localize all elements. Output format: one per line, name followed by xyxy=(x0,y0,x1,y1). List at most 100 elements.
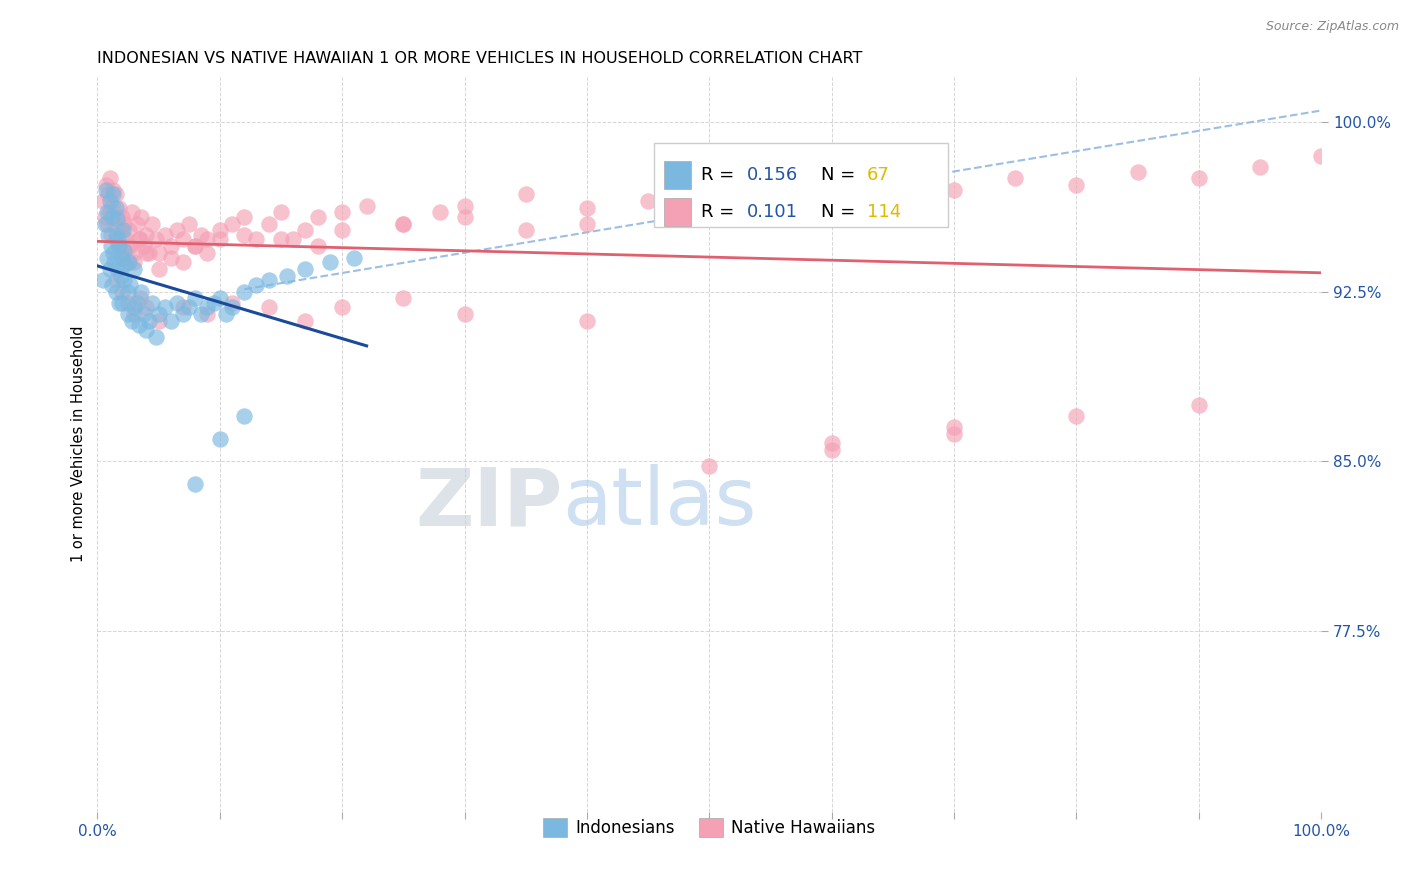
Point xyxy=(117,285,139,299)
Point xyxy=(330,301,353,315)
Point xyxy=(190,307,212,321)
Point xyxy=(96,217,118,231)
Point xyxy=(429,205,451,219)
Point xyxy=(392,217,415,231)
Point xyxy=(135,246,157,260)
Point xyxy=(125,295,148,310)
Point xyxy=(1126,164,1149,178)
Point xyxy=(330,223,353,237)
Point xyxy=(128,318,150,333)
Point xyxy=(882,194,904,208)
Point xyxy=(821,436,844,450)
Point xyxy=(125,217,148,231)
Point xyxy=(172,232,194,246)
Text: ZIP: ZIP xyxy=(415,464,562,542)
Point xyxy=(111,285,134,299)
Point xyxy=(138,246,160,260)
Point xyxy=(122,307,145,321)
Point xyxy=(108,295,131,310)
Point xyxy=(94,178,117,193)
Point xyxy=(294,261,316,276)
Point xyxy=(138,314,160,328)
Point xyxy=(172,307,194,321)
Point xyxy=(575,201,598,215)
Text: R =: R = xyxy=(700,166,740,184)
Point xyxy=(101,198,124,212)
Point xyxy=(1188,398,1211,412)
Point xyxy=(135,301,157,315)
Point xyxy=(104,201,127,215)
Point xyxy=(117,255,139,269)
Text: 67: 67 xyxy=(868,166,890,184)
Point xyxy=(98,194,121,208)
Point xyxy=(515,187,537,202)
Point xyxy=(107,232,129,246)
Point xyxy=(112,273,135,287)
Point xyxy=(141,295,163,310)
Point xyxy=(114,257,136,271)
Point xyxy=(93,210,115,224)
Point xyxy=(208,232,231,246)
Text: 114: 114 xyxy=(868,203,901,221)
Point xyxy=(111,251,134,265)
Point xyxy=(392,217,415,231)
Point xyxy=(294,223,316,237)
Point xyxy=(319,255,342,269)
Point xyxy=(1188,171,1211,186)
Point xyxy=(197,232,219,246)
FancyBboxPatch shape xyxy=(664,161,690,189)
Point xyxy=(943,427,966,442)
Point xyxy=(343,251,366,265)
Point xyxy=(821,442,844,457)
Point xyxy=(96,251,118,265)
Text: N =: N = xyxy=(821,203,860,221)
Point xyxy=(108,239,131,253)
Point xyxy=(103,183,125,197)
Point xyxy=(821,178,844,193)
Text: R =: R = xyxy=(700,203,740,221)
Point xyxy=(453,198,475,212)
Point xyxy=(118,255,141,269)
Point xyxy=(135,227,157,242)
Point xyxy=(105,212,128,227)
Point xyxy=(110,268,132,283)
Point xyxy=(179,301,201,315)
Text: atlas: atlas xyxy=(562,464,756,542)
Point xyxy=(307,239,329,253)
Point xyxy=(129,232,152,246)
Point xyxy=(697,458,720,473)
Point xyxy=(111,246,134,260)
Text: 0.156: 0.156 xyxy=(747,166,799,184)
Point xyxy=(637,194,659,208)
Point xyxy=(104,285,127,299)
Point xyxy=(121,205,143,219)
Point xyxy=(96,205,118,219)
Point xyxy=(233,285,256,299)
Point xyxy=(100,239,122,253)
Point xyxy=(105,261,128,276)
Point xyxy=(184,476,207,491)
Point xyxy=(93,273,115,287)
Point xyxy=(148,314,170,328)
Point xyxy=(166,223,188,237)
Point xyxy=(208,223,231,237)
Point xyxy=(97,227,120,242)
Point xyxy=(104,273,127,287)
Point xyxy=(159,251,181,265)
Point xyxy=(270,205,292,219)
Point xyxy=(202,295,225,310)
Point xyxy=(166,295,188,310)
Text: 0.101: 0.101 xyxy=(747,203,799,221)
Point xyxy=(759,187,782,202)
Point xyxy=(190,227,212,242)
Point xyxy=(392,291,415,305)
Point xyxy=(575,314,598,328)
Point xyxy=(257,273,280,287)
Point xyxy=(122,246,145,260)
Point xyxy=(697,201,720,215)
Point xyxy=(97,187,120,202)
Point xyxy=(93,217,115,231)
Point xyxy=(118,223,141,237)
Point xyxy=(108,201,131,215)
Point xyxy=(101,277,124,292)
